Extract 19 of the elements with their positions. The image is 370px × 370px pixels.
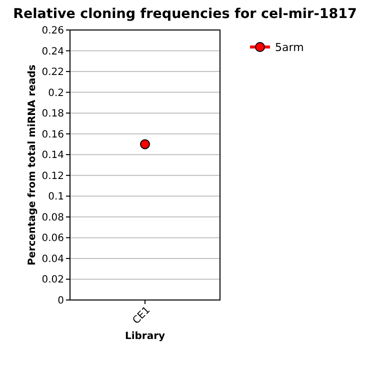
y-tick-label: 0.08: [42, 212, 64, 224]
y-tick-label: 0.26: [42, 26, 64, 36]
y-tick-label: 0.2: [48, 88, 64, 99]
y-tick-label: 0.16: [42, 129, 64, 140]
y-tick-label: 0.1: [48, 192, 64, 203]
y-tick-label: 0.14: [42, 150, 64, 162]
x-axis-title: Library: [124, 331, 166, 342]
y-tick-label: 0.18: [42, 108, 64, 120]
y-axis-title: Percentage from total miRNA reads: [27, 64, 38, 266]
y-tick-label: 0.02: [42, 274, 64, 286]
y-tick-label: 0: [58, 296, 64, 306]
y-tick-label: 0.24: [42, 46, 64, 58]
y-tick-label: 0.04: [42, 254, 64, 265]
chart-title: Relative cloning frequencies for cel-mir-1817: [13, 6, 357, 22]
legend-label: 5arm: [275, 40, 304, 54]
y-tick-label: 0.22: [42, 67, 64, 78]
x-tick-label: CE1: [130, 304, 153, 327]
y-tick-label: 0.12: [42, 170, 64, 182]
y-tick-label: 0.06: [42, 233, 64, 244]
